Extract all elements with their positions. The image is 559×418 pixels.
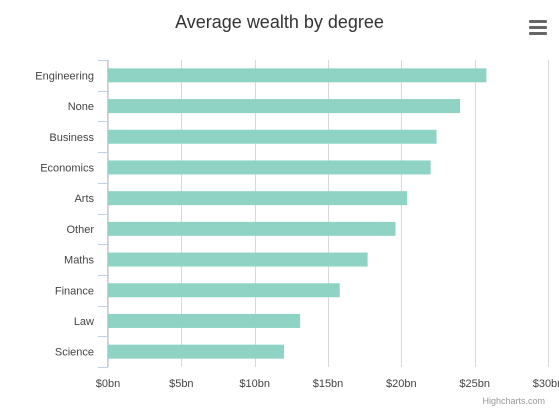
bar: [108, 68, 487, 83]
x-tick-label: $0bn: [96, 378, 120, 390]
category-label: Other: [66, 224, 94, 236]
bar: [108, 283, 340, 298]
bar: [108, 313, 301, 328]
bar: [108, 221, 396, 236]
bar: [108, 129, 437, 144]
bar: [108, 252, 368, 267]
bar: [108, 344, 284, 359]
x-tick-label: $5bn: [169, 378, 193, 390]
bar: [108, 160, 431, 175]
category-label: None: [68, 101, 94, 113]
hamburger-menu-icon[interactable]: [529, 20, 547, 36]
bar: [108, 99, 460, 114]
category-label: Business: [49, 132, 94, 144]
category-label: Maths: [64, 255, 94, 267]
category-label: Economics: [40, 162, 94, 174]
bar: [108, 191, 408, 206]
x-tick-label: $20bn: [386, 378, 417, 390]
x-tick-label: $15bn: [313, 378, 344, 390]
credits-link[interactable]: Highcharts.com: [482, 396, 545, 406]
chart-title: Average wealth by degree: [175, 12, 384, 32]
x-tick-label: $30bn: [533, 378, 559, 390]
category-label: Science: [55, 347, 94, 359]
category-label: Arts: [74, 193, 94, 205]
category-label: Law: [74, 316, 94, 328]
category-label: Finance: [55, 285, 94, 297]
category-label: Engineering: [35, 70, 94, 82]
x-tick-label: $10bn: [239, 378, 270, 390]
x-tick-label: $25bn: [459, 378, 490, 390]
